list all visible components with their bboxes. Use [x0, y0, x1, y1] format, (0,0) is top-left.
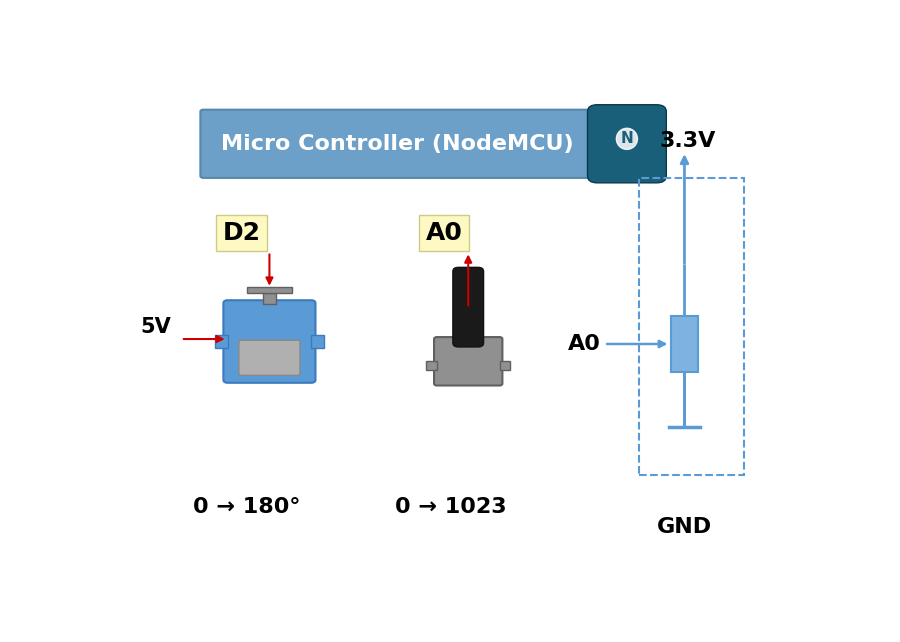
FancyBboxPatch shape: [238, 340, 300, 376]
FancyBboxPatch shape: [453, 267, 483, 347]
Text: 5V: 5V: [140, 317, 171, 336]
Text: Micro Controller (NodeMCU): Micro Controller (NodeMCU): [220, 134, 573, 154]
Bar: [215, 335, 228, 348]
Text: GND: GND: [657, 517, 712, 537]
FancyBboxPatch shape: [201, 110, 610, 178]
Bar: [670, 316, 698, 372]
FancyBboxPatch shape: [588, 105, 666, 183]
FancyBboxPatch shape: [434, 337, 502, 385]
Text: D2: D2: [222, 221, 260, 245]
Text: 3.3V: 3.3V: [660, 132, 716, 152]
Bar: [311, 335, 324, 348]
Bar: [500, 361, 510, 370]
Text: 0 → 1023: 0 → 1023: [395, 497, 507, 517]
FancyBboxPatch shape: [223, 300, 316, 383]
Bar: [427, 361, 436, 370]
Text: 0 → 180°: 0 → 180°: [193, 497, 301, 517]
Text: A0: A0: [568, 334, 601, 354]
Bar: [247, 287, 292, 293]
Bar: [639, 178, 743, 475]
Bar: [263, 293, 275, 304]
Text: A0: A0: [426, 221, 463, 245]
Text: N: N: [620, 132, 634, 146]
